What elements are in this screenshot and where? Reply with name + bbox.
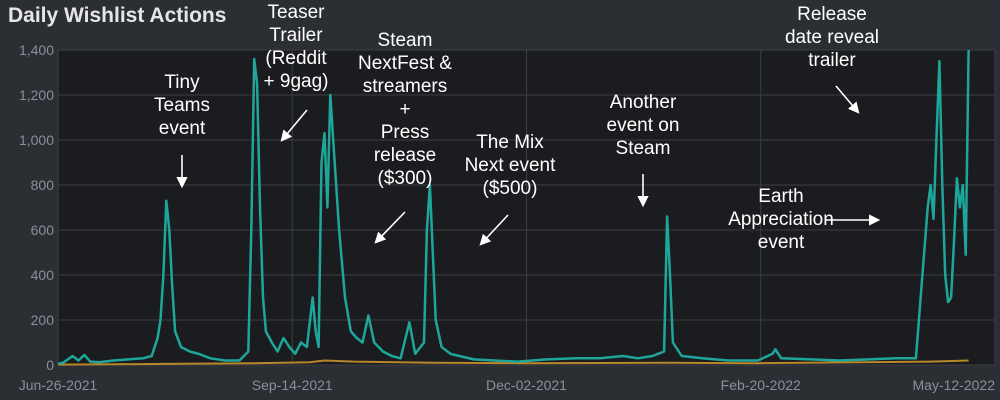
- annotation-arrow: [280, 109, 308, 142]
- annotation-line: event: [758, 232, 805, 253]
- x-tick-label: Feb-20-2022: [721, 377, 801, 393]
- annotation-line: date reveal: [785, 27, 879, 48]
- annotation-line: NextFest &: [358, 53, 452, 74]
- y-tick-label: 0: [46, 357, 54, 373]
- annotation-line: trailer: [808, 50, 856, 71]
- x-tick-label: Jun-26-2021: [19, 377, 98, 393]
- x-tick-label: Sep-14-2021: [252, 377, 333, 393]
- annotation-arrow: [479, 214, 509, 246]
- annotation-line: +: [399, 99, 410, 120]
- annotation-line: Teams: [154, 95, 210, 116]
- x-tick-label: Dec-02-2021: [486, 377, 567, 393]
- y-tick-label: 400: [31, 267, 55, 283]
- series-line-wishlist: [57, 49, 970, 366]
- annotation-arrow: [374, 211, 406, 244]
- annotation-line: Appreciation: [728, 209, 834, 230]
- y-tick-label: 800: [31, 177, 55, 193]
- y-tick-label: 1,000: [19, 132, 54, 148]
- annotation-line: Trailer: [269, 25, 323, 46]
- annotation-line: Earth: [758, 186, 803, 207]
- annotation-line: event on: [607, 115, 680, 136]
- annotation-line: Next event: [465, 155, 557, 176]
- chart-title: Daily Wishlist Actions: [8, 4, 226, 27]
- annotation-line: (Reddit: [265, 48, 327, 69]
- annotation-line: release: [374, 145, 436, 166]
- x-tick-label: May-12-2022: [913, 377, 996, 393]
- annotation-line: ($500): [483, 178, 538, 199]
- annotation-line: The Mix: [476, 132, 544, 153]
- y-tick-label: 1,200: [19, 87, 54, 103]
- plot-layer: 0 200 400 600 800 1,000 1,200 1,400 Jun-26-2021 S…: [19, 42, 996, 393]
- series-line-secondary: [57, 359, 969, 366]
- annotation-line: Press: [381, 122, 430, 143]
- annotation-line: event: [159, 118, 206, 139]
- y-tick-label: 200: [31, 312, 55, 328]
- annotation-line: Release: [797, 4, 867, 25]
- annotation-line: Tiny: [164, 72, 200, 93]
- annotation-arrow: [835, 85, 860, 114]
- annotation-line: + 9gag): [264, 71, 329, 92]
- annotation-line: ($300): [378, 168, 433, 189]
- annotation-line: streamers: [363, 76, 447, 97]
- y-tick-label: 600: [31, 222, 55, 238]
- annotation-line: Steam: [616, 138, 671, 159]
- annotation-line: Teaser: [267, 2, 325, 23]
- y-tick-label: 1,400: [19, 42, 54, 58]
- annotation-line: Steam: [378, 30, 433, 51]
- annotation-line: Another: [610, 92, 677, 113]
